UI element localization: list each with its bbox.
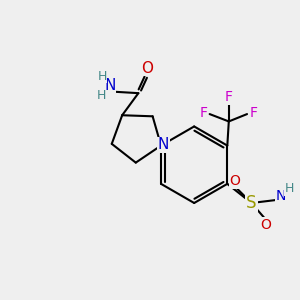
Text: O: O [229, 174, 240, 188]
Text: H: H [98, 70, 107, 83]
Text: H: H [285, 182, 294, 195]
Text: F: F [250, 106, 257, 120]
Text: H: H [96, 89, 106, 102]
Text: N: N [104, 78, 116, 93]
Text: O: O [141, 61, 153, 76]
Text: N: N [276, 189, 286, 202]
Text: F: F [199, 106, 207, 120]
Text: F: F [225, 90, 233, 104]
Text: O: O [261, 218, 272, 232]
Text: S: S [246, 194, 257, 212]
Text: N: N [158, 137, 169, 152]
